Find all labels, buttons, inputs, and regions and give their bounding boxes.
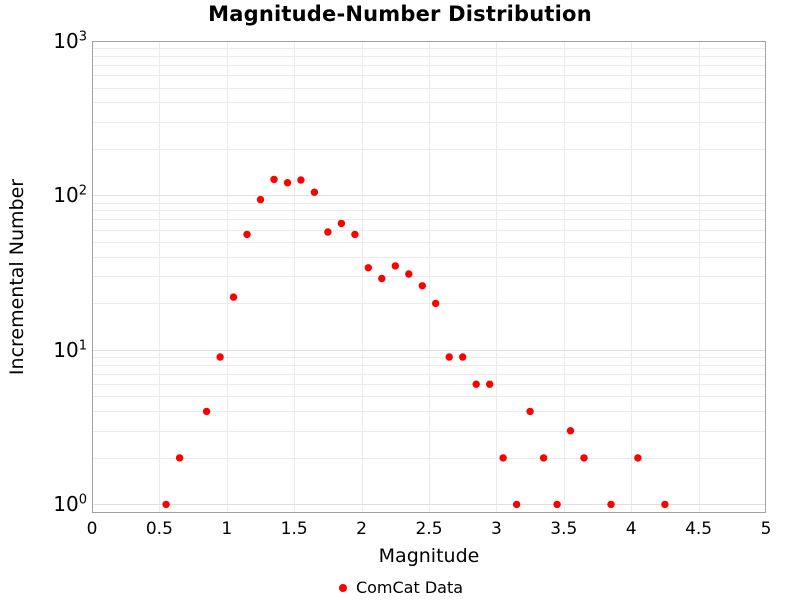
data-point [405, 270, 413, 278]
plot-canvas [91, 40, 767, 514]
x-tick-label: 4.5 [685, 519, 713, 539]
data-point [270, 175, 278, 184]
y-tick-label: 102 [53, 183, 87, 208]
x-axis-label: Magnitude [378, 545, 480, 567]
plot-border [91, 40, 767, 514]
x-tick-label: 1.5 [280, 519, 308, 539]
legend: ComCat Data [338, 578, 464, 597]
x-tick-label: 3.5 [550, 519, 578, 539]
y-axis-label: Incremental Number [6, 178, 28, 376]
data-point [202, 407, 211, 416]
x-tick-label: 2 [356, 519, 368, 539]
data-point [566, 427, 575, 435]
x-tick-label: 0 [86, 519, 98, 539]
data-point [459, 353, 467, 361]
data-point [580, 454, 588, 462]
x-tick-label: 4 [625, 519, 637, 539]
data-point [378, 274, 386, 283]
data-point [634, 454, 642, 462]
x-tick-label: 3 [490, 519, 502, 539]
data-point [243, 230, 251, 239]
data-point [512, 500, 521, 509]
data-point [486, 380, 494, 388]
x-tick-label: 1 [221, 519, 233, 539]
data-point [391, 262, 399, 270]
data-point [310, 188, 319, 196]
y-tick-label: 103 [53, 29, 87, 53]
data-point [256, 195, 265, 204]
x-tick-label: 2.5 [415, 519, 443, 539]
legend-marker-icon [338, 583, 347, 592]
plot-area [91, 40, 767, 514]
data-point [539, 454, 548, 462]
data-point [175, 454, 184, 462]
data-point [297, 176, 305, 184]
data-point [553, 500, 561, 509]
data-point [432, 299, 440, 308]
data-point [351, 230, 359, 239]
data-point [216, 353, 224, 361]
x-tick-label: 5 [760, 519, 772, 539]
data-point [607, 500, 615, 509]
data-point [526, 407, 534, 416]
y-tick-label: 101 [53, 337, 87, 362]
data-point [445, 353, 453, 361]
x-tick-label: 0.5 [145, 519, 173, 539]
data-point [229, 293, 238, 301]
data-point [472, 380, 480, 388]
data-point [337, 219, 346, 228]
y-tick-label: 100 [53, 492, 87, 517]
legend-label: ComCat Data [355, 578, 464, 597]
data-point [283, 179, 292, 187]
data-point [499, 454, 507, 462]
chart-title: Magnitude-Number Distribution [208, 2, 592, 26]
data-point [162, 500, 170, 509]
data-point [418, 282, 426, 290]
data-point [324, 228, 332, 236]
data-point [661, 500, 669, 509]
data-point [364, 264, 372, 272]
